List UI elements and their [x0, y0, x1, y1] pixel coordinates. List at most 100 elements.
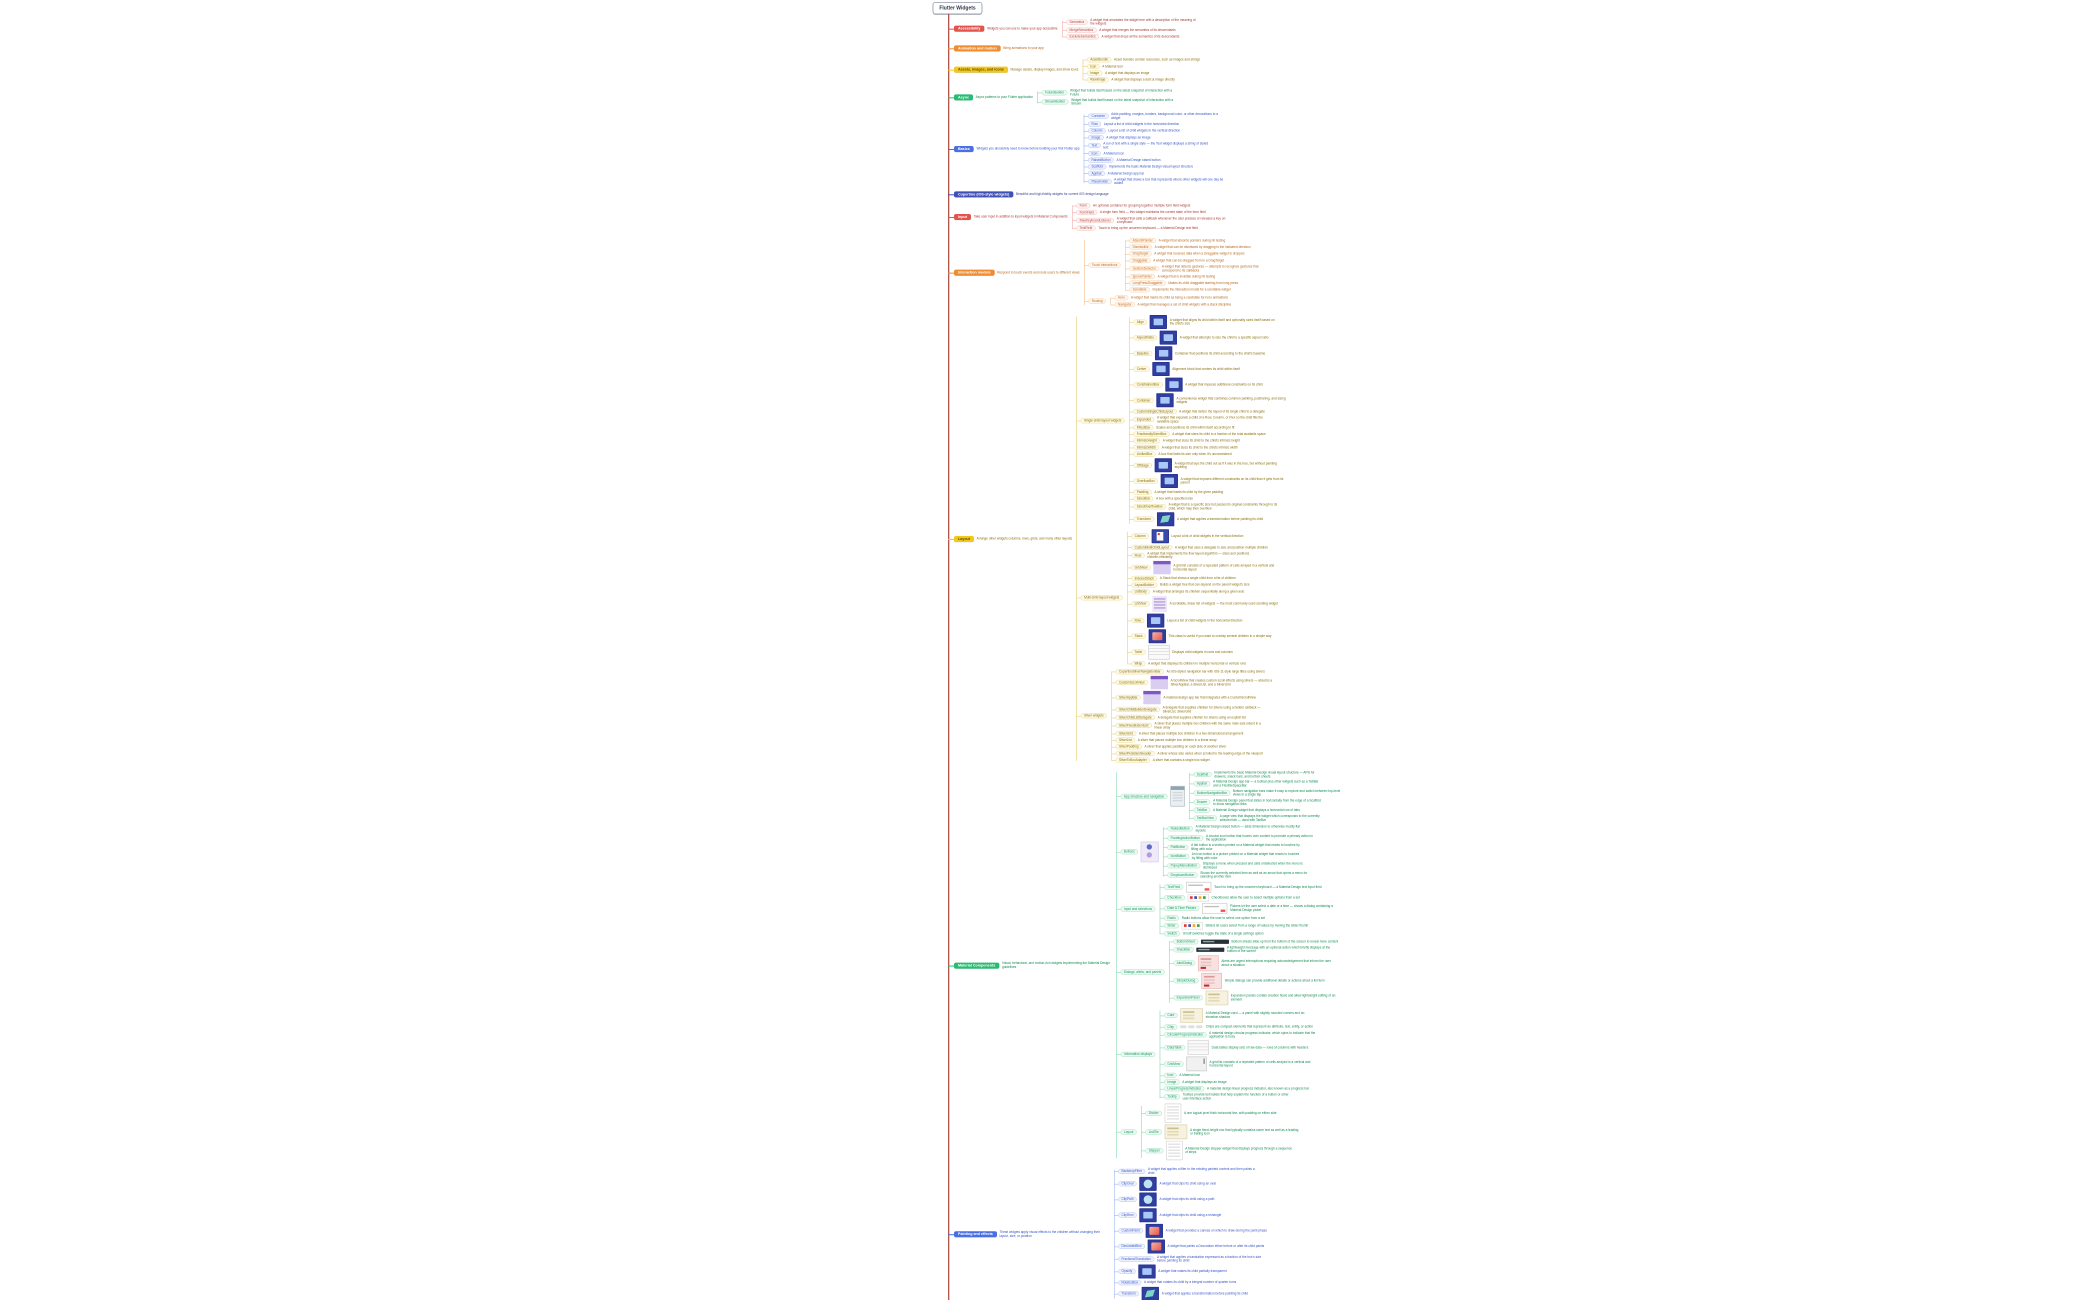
node-fractionaltranslation[interactable]: FractionalTranslation	[1118, 1256, 1155, 1262]
node-formfield[interactable]: FormField	[1076, 209, 1098, 215]
node-input[interactable]: Input	[953, 214, 971, 221]
node-scrollable[interactable]: Scrollable	[1129, 287, 1150, 293]
node-raisedbutton[interactable]: RaisedButton	[1167, 826, 1194, 832]
node-bottomnavigationbar[interactable]: BottomNavigationBar	[1193, 790, 1231, 796]
node-image[interactable]: Image	[1088, 135, 1104, 141]
node-column[interactable]: Column	[1131, 533, 1149, 539]
node-material-components[interactable]: Material Components	[953, 962, 1000, 969]
node-dismissible[interactable]: Dismissible	[1129, 244, 1152, 250]
node-layout[interactable]: Layout	[953, 535, 975, 542]
node-gridview[interactable]: GridView	[1131, 564, 1151, 570]
node-sliverpersistentheader[interactable]: SliverPersistentHeader	[1115, 750, 1155, 756]
node-flatbutton[interactable]: FlatButton	[1167, 844, 1189, 850]
node-assetbundle[interactable]: AssetBundle	[1086, 57, 1112, 63]
node-sizedoverflowbox[interactable]: SizedOverflowBox	[1133, 504, 1166, 510]
node-mergesemantics[interactable]: MergeSemantics	[1066, 27, 1097, 33]
node-backdropfilter[interactable]: BackdropFilter	[1118, 1168, 1146, 1174]
node-input-and-selections[interactable]: Input and selections	[1120, 906, 1156, 912]
node-sliverlist[interactable]: SliverList	[1115, 737, 1136, 743]
node-routing[interactable]: Routing	[1088, 298, 1107, 304]
node-cupertino-ios-style-widgets[interactable]: Cupertino (iOS-style widgets)	[953, 191, 1014, 198]
node-accessibility[interactable]: Accessibility	[953, 25, 985, 32]
node-rawimage[interactable]: RawImage	[1086, 77, 1109, 83]
node-circularprogressindicator[interactable]: CircularProgressIndicator	[1164, 1032, 1207, 1038]
node-multi-child-layout-widgets[interactable]: Multi-child layout widgets	[1080, 595, 1123, 601]
node-dialogs-alerts-and-panels[interactable]: Dialogs, alerts, and panels	[1120, 969, 1165, 975]
node-align[interactable]: Align	[1133, 319, 1148, 325]
node-card[interactable]: Card	[1164, 1012, 1178, 1018]
node-drawer[interactable]: Drawer	[1193, 799, 1211, 805]
node-opacity[interactable]: Opacity	[1118, 1268, 1136, 1274]
node-hero[interactable]: Hero	[1114, 295, 1129, 301]
node-column[interactable]: Column	[1088, 128, 1106, 134]
node-offstage[interactable]: Offstage	[1133, 462, 1152, 468]
node-tabbar[interactable]: TabBar	[1193, 807, 1211, 813]
node-sliverchildlistdelegate[interactable]: SliverChildListDelegate	[1115, 715, 1156, 721]
node-listbody[interactable]: ListBody	[1131, 589, 1151, 595]
node-app-structure-and-navigation[interactable]: App structure and navigation	[1120, 793, 1168, 799]
node-container[interactable]: Container	[1133, 397, 1154, 403]
node-touch-interactions[interactable]: Touch interactions	[1088, 262, 1121, 268]
node-radio[interactable]: Radio	[1164, 915, 1180, 921]
node-flow[interactable]: Flow	[1131, 552, 1145, 558]
node-date-time-pickers[interactable]: Date & Time Pickers	[1164, 905, 1200, 911]
node-fittedbox[interactable]: FittedBox	[1133, 424, 1154, 430]
node-transform[interactable]: Transform	[1118, 1291, 1140, 1297]
node-image[interactable]: Image	[1164, 1079, 1180, 1085]
node-stack[interactable]: Stack	[1131, 633, 1146, 639]
node-placeholder[interactable]: Placeholder	[1088, 178, 1112, 184]
node-scaffold[interactable]: Scaffold	[1088, 164, 1107, 170]
node-simpledialog[interactable]: SimpleDialog	[1173, 978, 1199, 984]
node-fractionallysizedbox[interactable]: FractionallySizedBox	[1133, 431, 1170, 437]
node-intrinsicheight[interactable]: IntrinsicHeight	[1133, 438, 1161, 444]
node-stepper[interactable]: Stepper	[1145, 1148, 1164, 1154]
node-chip[interactable]: Chip	[1164, 1024, 1178, 1030]
node-form[interactable]: Form	[1076, 203, 1091, 209]
node-longpressdraggable[interactable]: LongPressDraggable	[1129, 280, 1166, 286]
node-futurebuilder[interactable]: FutureBuilder	[1041, 90, 1068, 96]
node-customsinglechildlayout[interactable]: CustomSingleChildLayout	[1133, 409, 1177, 415]
node-animation-and-motion[interactable]: Animation and motion	[953, 45, 1001, 52]
node-sliverfixedextentlist[interactable]: SliverFixedExtentList	[1115, 723, 1152, 729]
node-rotatedbox[interactable]: RotatedBox	[1118, 1280, 1142, 1286]
node-tooltip[interactable]: Tooltip	[1164, 1094, 1180, 1100]
node-padding[interactable]: Padding	[1133, 489, 1152, 495]
node-textfield[interactable]: TextField	[1164, 884, 1184, 890]
node-sizedbox[interactable]: SizedBox	[1133, 496, 1154, 502]
node-sliver-widgets[interactable]: Sliver widgets	[1080, 713, 1107, 719]
node-clippath[interactable]: ClipPath	[1118, 1197, 1137, 1203]
node-gesturedetector[interactable]: GestureDetector	[1129, 266, 1160, 272]
node-iconbutton[interactable]: IconButton	[1167, 854, 1190, 860]
node-floatingactionbutton[interactable]: FloatingActionButton	[1167, 835, 1204, 841]
node-aspectratio[interactable]: AspectRatio	[1133, 335, 1158, 341]
node-async[interactable]: Async	[953, 94, 974, 101]
node-cliprect[interactable]: ClipRect	[1118, 1212, 1137, 1218]
node-rawkeyboardlistener[interactable]: RawKeyboardListener	[1076, 217, 1115, 223]
node-gridview[interactable]: GridView	[1164, 1061, 1184, 1067]
node-alertdialog[interactable]: AlertDialog	[1173, 960, 1196, 966]
node-decoratedbox[interactable]: DecoratedBox	[1118, 1244, 1145, 1250]
node-intrinsicwidth[interactable]: IntrinsicWidth	[1133, 444, 1160, 450]
node-information-displays[interactable]: Information displays	[1120, 1051, 1156, 1057]
node-dropdownbutton[interactable]: DropdownButton	[1167, 872, 1198, 878]
node-wrap[interactable]: Wrap	[1131, 661, 1146, 667]
node-icon[interactable]: Icon	[1086, 63, 1100, 69]
root-node[interactable]: Flutter Widgets	[932, 2, 983, 15]
node-navigator[interactable]: Navigator	[1114, 302, 1135, 308]
node-listview[interactable]: ListView	[1131, 601, 1150, 607]
node-listtile[interactable]: ListTile	[1145, 1129, 1163, 1135]
node-ignorepointer[interactable]: IgnorePointer	[1129, 274, 1155, 280]
node-clipoval[interactable]: ClipOval	[1118, 1181, 1137, 1187]
node-custompaint[interactable]: CustomPaint	[1118, 1228, 1143, 1234]
node-raisedbutton[interactable]: RaisedButton	[1088, 157, 1114, 163]
node-scaffold[interactable]: Scaffold	[1193, 771, 1212, 777]
node-basics[interactable]: Basics	[953, 145, 974, 152]
node-row[interactable]: Row	[1088, 121, 1102, 127]
node-icon[interactable]: Icon	[1164, 1072, 1177, 1078]
node-customscrollview[interactable]: CustomScrollView	[1115, 679, 1148, 685]
node-semantics[interactable]: Semantics	[1066, 19, 1088, 25]
node-interaction-models[interactable]: Interaction models	[953, 269, 995, 276]
node-painting-and-effects[interactable]: Painting and effects	[953, 1231, 997, 1238]
node-absorbpointer[interactable]: AbsorbPointer	[1129, 238, 1157, 244]
node-checkbox[interactable]: Checkbox	[1164, 895, 1185, 901]
